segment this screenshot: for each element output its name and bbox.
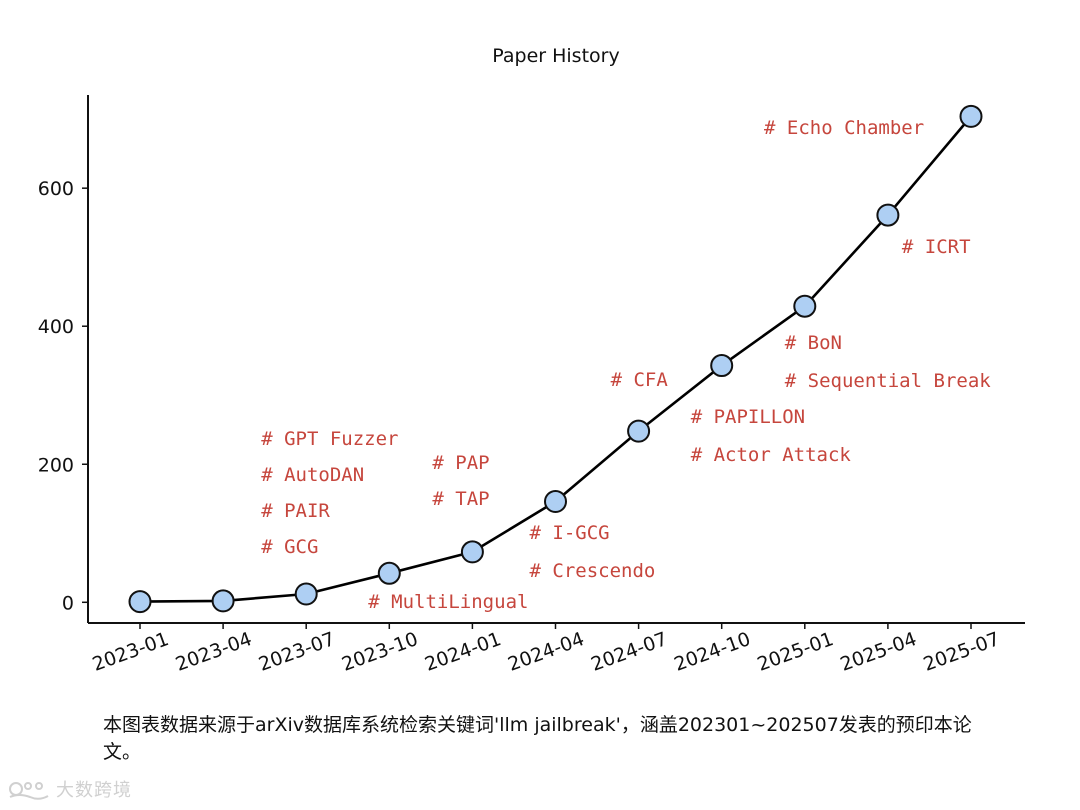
data-point [959,104,983,128]
data-point [876,203,900,227]
x-tick-label: 2024-01 [422,628,504,676]
annotation-label: # PAPILLON [691,406,805,428]
annotation-label: # AutoDAN [261,464,364,486]
y-tick-label: 200 [38,454,74,476]
x-tick-label: 2024-07 [588,628,670,676]
annotation-label: # Echo Chamber [764,117,924,139]
annotation-label: # PAIR [261,500,330,522]
x-tick-label: 2025-04 [837,628,919,676]
data-point [627,419,651,443]
annotation-label: # TAP [432,488,489,510]
annotation-label: # I-GCG [530,522,610,544]
annotation-label: # BoN [785,332,842,354]
x-tick-label: 2024-04 [505,628,587,676]
annotation-label: # GPT Fuzzer [261,428,398,450]
x-tick-label: 2025-07 [921,628,1003,676]
annotation-label: # ICRT [902,236,971,258]
annotation-label: # CFA [611,369,669,391]
data-point [460,540,484,564]
chart-caption: 本图表数据来源于arXiv数据库系统检索关键词'llm jailbreak'，涵… [103,714,972,763]
y-tick-label: 0 [62,592,74,614]
watermark-text: 大数跨境 [56,780,132,801]
data-point [377,561,401,585]
annotation-label: # Sequential Break [785,370,991,392]
y-tick-label: 600 [38,178,74,200]
data-point [128,590,152,614]
data-point [710,354,734,378]
annotation-label: # Actor Attack [691,444,852,466]
data-point [211,589,235,613]
data-point [544,490,567,514]
annotation-label: # GCG [261,536,318,558]
data-point [793,294,817,318]
x-tick-label: 2023-07 [256,628,338,676]
x-tick-label: 2024-10 [671,628,753,676]
x-tick-label: 2023-01 [90,628,172,676]
x-tick-label: 2025-01 [754,628,836,676]
annotation-label: # PAP [432,452,489,474]
data-point [294,582,318,606]
x-tick-label: 2023-10 [339,628,421,676]
y-tick-label: 400 [38,316,74,338]
watermark: 大数跨境 [8,776,132,802]
chart-title: Paper History [492,45,619,67]
annotation-label: # MultiLingual [368,591,528,613]
annotation-label: # Crescendo [530,560,656,582]
watermark-logo-icon [9,782,49,800]
x-tick-label: 2023-04 [173,628,255,676]
